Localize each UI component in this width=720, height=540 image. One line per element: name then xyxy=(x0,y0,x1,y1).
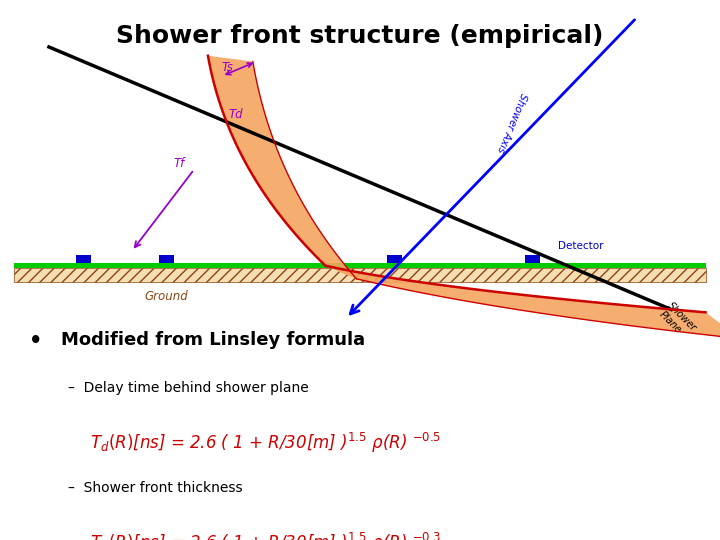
Text: Ts: Ts xyxy=(222,61,233,74)
Text: Shower Axis: Shower Axis xyxy=(495,91,528,153)
Text: Shower front structure (empirical): Shower front structure (empirical) xyxy=(117,24,603,48)
Polygon shape xyxy=(208,56,356,279)
Text: Ground: Ground xyxy=(145,291,189,303)
Text: Shower
Plane: Shower Plane xyxy=(657,301,698,342)
Bar xyxy=(159,255,174,264)
Bar xyxy=(387,255,402,264)
Text: Modified from Linsley formula: Modified from Linsley formula xyxy=(61,332,365,349)
Text: –  Shower front thickness: – Shower front thickness xyxy=(68,481,243,495)
Bar xyxy=(525,255,541,264)
Text: –  Delay time behind shower plane: – Delay time behind shower plane xyxy=(68,381,309,395)
Bar xyxy=(14,268,706,282)
Text: Tf: Tf xyxy=(174,157,184,170)
Text: •: • xyxy=(29,332,42,352)
Text: Detector: Detector xyxy=(559,241,604,251)
Polygon shape xyxy=(325,266,720,339)
Bar xyxy=(14,263,706,268)
Text: $T_S(R)$[ns] = 2.6 ( 1 + $R$/30[m] )$^{1.5}$ $\rho$($R$) $^{-0.3}$: $T_S(R)$[ns] = 2.6 ( 1 + $R$/30[m] )$^{1… xyxy=(90,531,441,540)
Text: Td: Td xyxy=(229,107,243,120)
Bar xyxy=(76,255,91,264)
Text: $T_d(R)$[ns] = 2.6 ( 1 + $R$/30[m] )$^{1.5}$ $\rho$($R$) $^{-0.5}$: $T_d(R)$[ns] = 2.6 ( 1 + $R$/30[m] )$^{1… xyxy=(90,431,441,455)
